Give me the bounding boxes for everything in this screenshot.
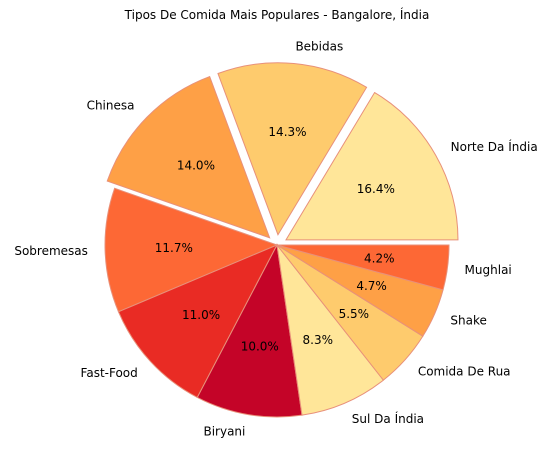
pie-slice-pct-label: 16.4%	[357, 182, 395, 196]
pie-slice-category-label: Biryani	[203, 425, 245, 439]
pie-slice-category-label: Comida De Rua	[418, 364, 511, 378]
pie-slice-2	[217, 62, 368, 236]
pie-slice-10	[276, 244, 450, 291]
pie-slice-6	[196, 243, 303, 418]
pie-slice-category-label: Norte Da Índia	[451, 139, 538, 154]
chart-title: Tipos De Comida Mais Populares - Bangalo…	[124, 8, 430, 22]
pie-slice-category-label: Sul Da Índia	[352, 411, 424, 426]
pie-slice-category-label: Sobremesas	[14, 244, 88, 258]
pie-slice-category-label: Chinesa	[87, 98, 135, 112]
pie-slice-category-label: Mughlai	[465, 263, 512, 277]
pie-slice-pct-label: 4.7%	[356, 279, 387, 293]
pie-slice-5	[117, 243, 279, 399]
pie-slice-category-label: Shake	[450, 314, 486, 328]
pie-slice-4	[104, 187, 279, 313]
pie-slice-pct-label: 14.0%	[177, 159, 215, 173]
pie-slice-3	[106, 75, 271, 239]
pie-slice-pct-label: 11.0%	[182, 308, 220, 322]
pie-slice-7	[276, 243, 385, 416]
pie-slice-pct-label: 14.3%	[268, 125, 306, 139]
pie-slice-1	[285, 91, 459, 241]
pie-slice-pct-label: 8.3%	[303, 333, 334, 347]
pie-slice-pct-label: 11.7%	[155, 241, 193, 255]
pie-slice-pct-label: 5.5%	[339, 307, 370, 321]
pie-slice-category-label: Bebidas	[295, 39, 343, 53]
pie-slice-pct-label: 4.2%	[364, 252, 395, 266]
pie-slice-category-label: Fast-Food	[81, 366, 138, 380]
pie-slice-pct-label: 10.0%	[241, 340, 279, 354]
